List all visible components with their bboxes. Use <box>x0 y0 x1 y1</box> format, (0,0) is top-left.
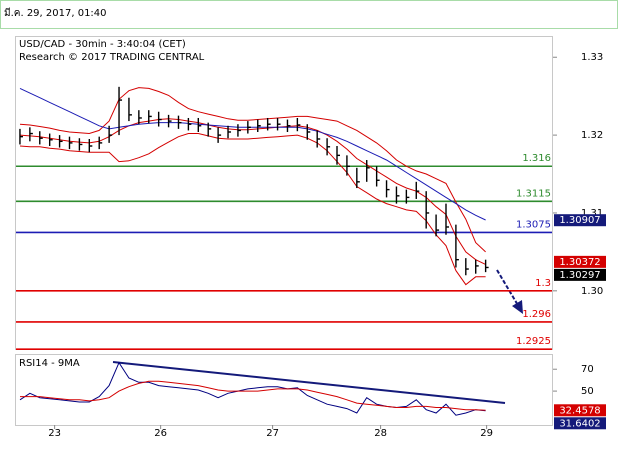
rsi-title: RSI14 - 9MA <box>19 358 80 369</box>
bollinger-lower <box>19 133 486 286</box>
y-tick-label: 1.33 <box>581 52 603 63</box>
level-label: 1.2925 <box>516 336 551 347</box>
rsi-trendline <box>112 361 506 404</box>
forecast-arrow-head <box>512 300 523 314</box>
rsi-panel <box>15 354 553 426</box>
bollinger-middle <box>19 118 486 265</box>
y-tick-label: 1.31 <box>581 208 603 219</box>
price-tag <box>554 214 606 227</box>
y-tick-label: 1.32 <box>581 130 603 141</box>
price-tag <box>554 404 606 417</box>
level-label: 1.3 <box>535 278 551 289</box>
price-tag-label: 1.30297 <box>559 270 600 281</box>
y-tick-label: 70 <box>581 364 594 375</box>
y-tick-label: 50 <box>581 386 594 397</box>
price-tag-label: 1.30372 <box>559 257 600 268</box>
rsi-line <box>20 380 486 411</box>
price-tag <box>554 255 606 268</box>
price-tag <box>554 417 606 430</box>
level-label: 1.296 <box>522 309 551 320</box>
x-tick-label: 23 <box>48 428 61 439</box>
level-label: 1.3115 <box>516 188 551 199</box>
x-tick-label: 29 <box>480 428 493 439</box>
moving-average <box>19 87 486 221</box>
x-tick-label: 28 <box>374 428 387 439</box>
price-tag-label: 31.6402 <box>559 418 600 429</box>
y-tick-label: 1.30 <box>581 286 603 297</box>
chart-title: USD/CAD - 30min - 3:40:04 (CET) <box>19 39 186 50</box>
header-date: มี.ค. 29, 2017, 01:40 <box>4 7 107 19</box>
level-label: 1.316 <box>522 153 551 164</box>
rsi-line <box>19 361 486 416</box>
forecast-arrow <box>496 269 520 308</box>
chart-subtitle: Research © 2017 TRADING CENTRAL <box>19 52 205 63</box>
x-tick-label: 27 <box>266 428 279 439</box>
price-tag-label: 1.30907 <box>559 215 600 226</box>
x-tick-label: 26 <box>154 428 167 439</box>
price-panel <box>15 36 553 350</box>
level-label: 1.3075 <box>516 219 551 230</box>
bollinger-upper <box>19 87 486 253</box>
price-tag <box>554 268 606 281</box>
price-tag-label: 32.4578 <box>559 405 600 416</box>
header-box <box>0 0 618 29</box>
